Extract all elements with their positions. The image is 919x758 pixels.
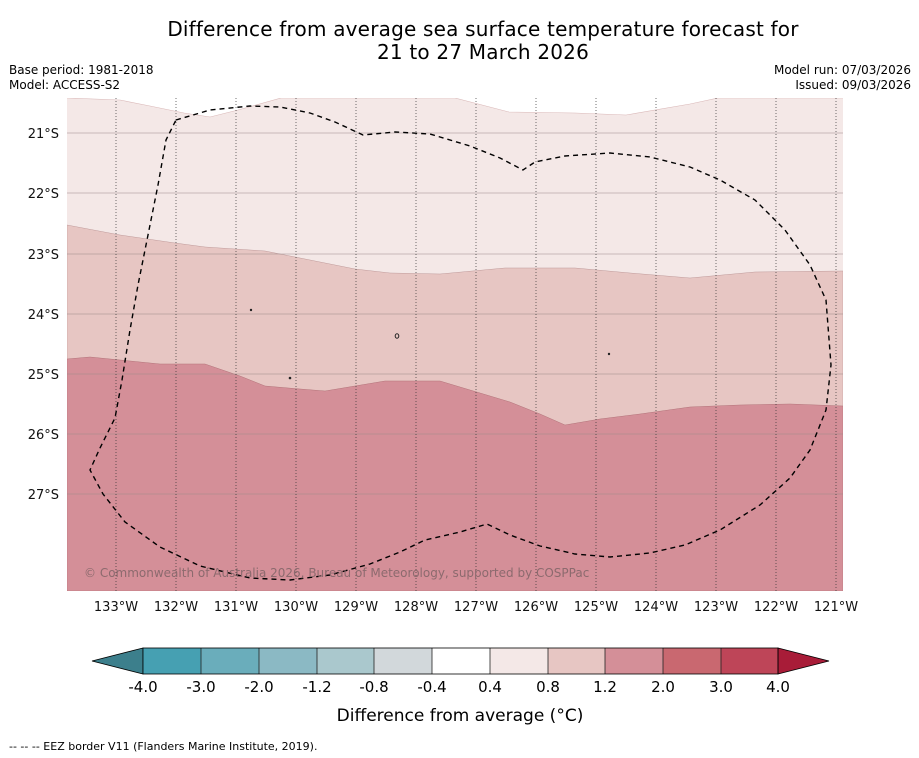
colorbar-segment: [663, 648, 721, 674]
no-data-area: [67, 98, 843, 118]
eez-border: [89, 105, 832, 581]
meta-right: Model run: 07/03/2026 Issued: 09/03/2026: [774, 63, 911, 93]
latitude-labels: 21°S 22°S 23°S 24°S 25°S 26°S 27°S: [28, 127, 59, 503]
lat-label: 23°S: [28, 248, 59, 263]
lon-label: 130°W: [274, 600, 318, 615]
colorbar-segment: [490, 648, 548, 674]
colorbar-unit: °C: [556, 706, 576, 726]
colorbar-tick-labels: -4.0 -3.0 -2.0 -1.2 -0.8 -0.4 0.4 0.8 1.…: [128, 678, 790, 696]
colorbar-label-text: Difference from average (: [337, 706, 557, 726]
lon-label: 124°W: [634, 600, 678, 615]
lon-label: 121°W: [814, 600, 858, 615]
copyright-notice: © Commonwealth of Australia 2026, Bureau…: [84, 566, 589, 580]
colorbar-tick-label: 0.4: [478, 678, 502, 696]
eez-footnote: -- -- -- EEZ border V11 (Flanders Marine…: [9, 740, 318, 753]
colorbar-tick-label: -0.4: [417, 678, 446, 696]
model-name: Model: ACCESS-S2: [9, 78, 121, 92]
meta-left: Base period: 1981-2018 Model: ACCESS-S2: [9, 63, 154, 93]
colorbar-tick-label: -3.0: [186, 678, 215, 696]
colorbar-segment: [432, 648, 490, 674]
colorbar-segment: [374, 648, 432, 674]
model-run: Model run: 07/03/2026: [773, 63, 911, 77]
lon-label: 123°W: [694, 600, 738, 615]
map-panel: © Commonwealth of Australia 2026, Bureau…: [67, 98, 843, 591]
title-line-2: 21 to 27 March 2026: [376, 40, 590, 64]
lat-label: 27°S: [28, 488, 59, 503]
lat-label: 24°S: [28, 308, 59, 323]
base-period: Base period: 1981-2018: [9, 63, 154, 77]
colorbar-segment: [605, 648, 663, 674]
colorbar-segment: [548, 648, 605, 674]
colorbar-segment: [143, 648, 201, 674]
longitude-labels: 133°W 132°W 131°W 130°W 129°W 128°W 127°…: [94, 600, 858, 615]
colorbar-tick-label: -0.8: [359, 678, 388, 696]
colorbar: -4.0 -3.0 -2.0 -1.2 -0.8 -0.4 0.4 0.8 1.…: [91, 647, 830, 726]
colorbar-label-end: ): [577, 706, 584, 726]
colorbar-segment: [201, 648, 259, 674]
colorbar-extend-low: [91, 647, 144, 675]
issued-date: Issued: 09/03/2026: [795, 78, 911, 92]
latitude-gridlines: [67, 132, 843, 495]
lat-label: 21°S: [28, 127, 59, 142]
islands: [249, 308, 611, 380]
colorbar-segment: [317, 648, 374, 674]
lat-label: 26°S: [28, 428, 59, 443]
colorbar-segment: [721, 648, 778, 674]
colorbar-tick-label: 0.8: [536, 678, 560, 696]
lon-label: 122°W: [754, 600, 798, 615]
lon-label: 126°W: [514, 600, 558, 615]
colorbar-tick-label: 4.0: [766, 678, 790, 696]
chart-title: Difference from average sea surface temp…: [0, 18, 919, 64]
colorbar-tick-label: -2.0: [244, 678, 273, 696]
lat-label: 22°S: [28, 187, 59, 202]
colorbar-dividers: [200, 648, 722, 674]
lon-label: 128°W: [394, 600, 438, 615]
colorbar-segment: [259, 648, 317, 674]
anomaly-band-1.2-2.0: [67, 356, 843, 591]
lon-label: 125°W: [574, 600, 618, 615]
colorbar-tick-label: 2.0: [651, 678, 675, 696]
lon-label: 132°W: [154, 600, 198, 615]
lat-label: 25°S: [28, 368, 59, 383]
lon-label: 133°W: [94, 600, 138, 615]
longitude-gridlines: [115, 98, 837, 591]
colorbar-outline: [142, 647, 779, 675]
lon-label: 127°W: [454, 600, 498, 615]
title-line-1: Difference from average sea surface temp…: [167, 17, 799, 41]
lon-label: 129°W: [334, 600, 378, 615]
colorbar-tick-label: -4.0: [128, 678, 157, 696]
colorbar-tick-label: 1.2: [593, 678, 617, 696]
lon-label: 131°W: [214, 600, 258, 615]
colorbar-axis-label: Difference from average (°C): [337, 706, 584, 726]
colorbar-tick-label: 3.0: [709, 678, 733, 696]
colorbar-tick-label: -1.2: [302, 678, 331, 696]
colorbar-extend-high: [777, 647, 830, 675]
